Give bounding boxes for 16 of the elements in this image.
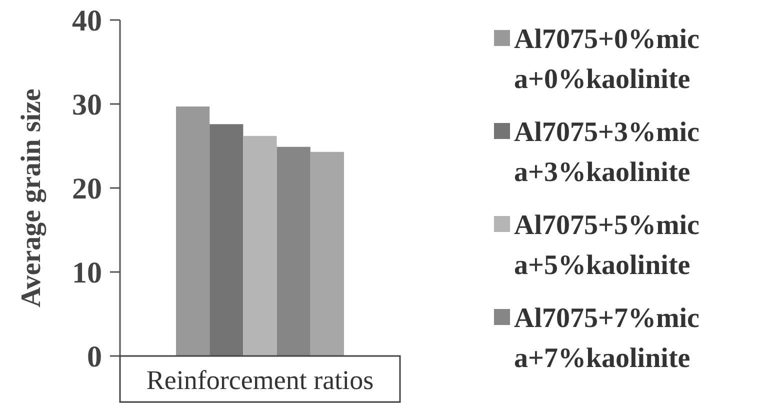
legend-label: Al7075+0%mica+0%kaolinite — [514, 24, 700, 95]
y-tick-label: 20 — [72, 172, 102, 206]
bar — [276, 146, 310, 356]
bar — [176, 106, 210, 356]
legend-label: Al7075+7%mica+7%kaolinite — [514, 303, 700, 374]
legend-label: Al7075+5%mica+5%kaolinite — [514, 210, 700, 281]
legend-label: Al7075+3%mica+3%kaolinite — [514, 117, 700, 188]
x-tick-label: Reinforcement ratios — [146, 365, 374, 395]
y-axis-title: Average grain size — [16, 88, 47, 308]
y-tick-label: 30 — [72, 88, 102, 122]
bar — [210, 124, 244, 356]
y-tick-label: 40 — [72, 4, 102, 38]
y-tick-label: 0 — [87, 340, 102, 374]
bar — [243, 136, 277, 356]
y-tick-label: 10 — [72, 256, 102, 290]
bar — [310, 152, 344, 356]
